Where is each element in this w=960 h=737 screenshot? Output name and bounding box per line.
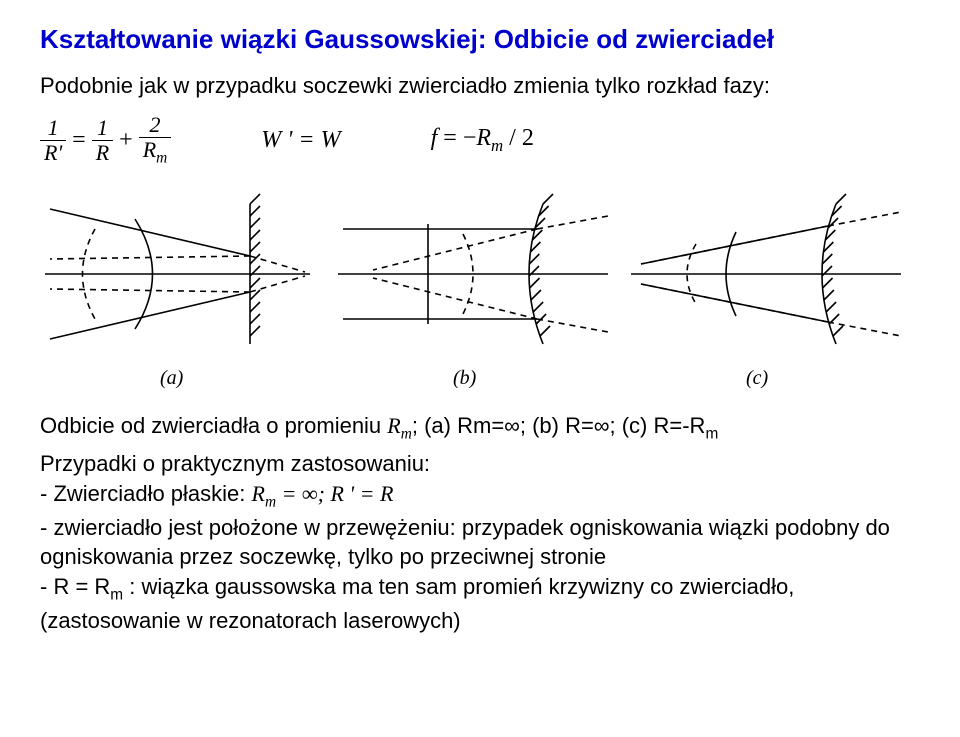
frac2-num: 1 [92,116,113,141]
frac3-den: Rm [139,138,172,167]
equation-1: 1 R' = 1 R + 2 Rm [40,113,171,168]
body-line-4: - R = Rm : wiązka gaussowska ma ten sam … [40,572,920,636]
frac-1: 1 R' [40,116,66,165]
page-title: Kształtowanie wiązki Gaussowskiej: Odbic… [40,24,920,55]
l4-pre: - R = R [40,574,110,599]
equation-2: W ' = W [261,127,340,154]
l2-eq: Rm = ∞; R ' = R [252,481,394,506]
l4-post: : wiązka gaussowska ma ten sam promień k… [40,574,794,633]
frac1-num: 1 [40,116,66,141]
frac2-den: R [92,141,113,165]
diagram-svg: (a) (b) (c) [40,184,920,394]
l2-pre: - Zwierciadło płaskie: [40,481,252,506]
equation-3: f = −Rm / 2 [431,125,534,156]
svg-text:(a): (a) [160,367,184,389]
frac1-den: R' [40,141,66,165]
svg-text:(c): (c) [746,367,769,389]
plus-sign: + [119,127,133,154]
body-line-3: - zwierciadło jest położone w przewężeni… [40,513,920,572]
frac-2: 1 R [92,116,113,165]
caption-sub: m [705,425,718,442]
body-line-1: Przypadki o praktycznym zastosowaniu: [40,449,920,479]
equation-row: 1 R' = 1 R + 2 Rm W ' = W f = −Rm / 2 [40,113,920,168]
mirror-diagram: (a) (b) (c) [40,184,920,399]
body-line-2: - Zwierciadło płaskie: Rm = ∞; R ' = R [40,479,920,513]
frac3-num: 2 [139,113,172,138]
eq-sign-1: = [72,127,86,154]
caption-pre: Odbicie od zwierciadła o promieniu [40,413,387,438]
figure-caption: Odbicie od zwierciadła o promieniu Rm; (… [40,413,920,443]
body-text: Przypadki o praktycznym zastosowaniu: - … [40,449,920,636]
caption-parts: ; (a) Rm=∞; (b) R=∞; (c) R=-R [412,413,706,438]
caption-rm: Rm [387,413,412,438]
l4-sub: m [110,587,123,604]
svg-text:(b): (b) [453,367,477,389]
frac-3: 2 Rm [139,113,172,168]
intro-text: Podobnie jak w przypadku soczewki zwierc… [40,73,920,99]
